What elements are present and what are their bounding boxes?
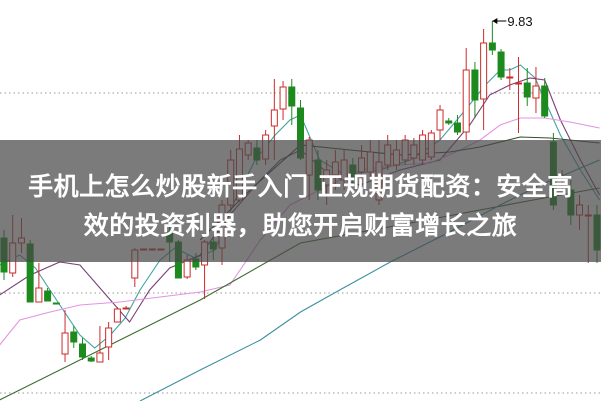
candle-body bbox=[480, 42, 488, 100]
candle bbox=[35, 263, 43, 303]
annotation-label: 9.83 bbox=[507, 14, 532, 29]
max-price-annotation: 9.83 bbox=[492, 14, 533, 29]
candle-body bbox=[270, 109, 278, 127]
candle bbox=[471, 62, 479, 118]
candle-body bbox=[436, 109, 444, 131]
candle bbox=[515, 57, 523, 133]
candle-body bbox=[497, 51, 505, 78]
candle bbox=[506, 68, 514, 90]
candle bbox=[61, 310, 69, 362]
candle-body bbox=[105, 327, 113, 348]
annotation-arrow-icon bbox=[492, 18, 498, 24]
candle-body bbox=[279, 86, 287, 110]
candle bbox=[480, 29, 488, 130]
candle bbox=[44, 288, 52, 302]
candle-body bbox=[70, 331, 78, 343]
candle bbox=[52, 302, 60, 305]
candle-body bbox=[113, 308, 121, 323]
candle bbox=[541, 78, 549, 118]
candle bbox=[436, 105, 444, 140]
candle bbox=[87, 356, 95, 362]
gridlines bbox=[0, 92, 601, 394]
candle-body bbox=[61, 332, 69, 355]
candle bbox=[462, 48, 470, 140]
candle bbox=[532, 67, 540, 113]
candle-body bbox=[471, 69, 479, 101]
candle-body bbox=[183, 259, 191, 278]
candle-body bbox=[445, 120, 453, 124]
candle bbox=[453, 115, 461, 135]
candle-body bbox=[78, 343, 86, 358]
candle bbox=[445, 118, 453, 125]
candle-body bbox=[453, 122, 461, 133]
candle-body bbox=[122, 307, 130, 310]
candle-body bbox=[44, 290, 52, 302]
candle bbox=[497, 49, 505, 80]
title-banner bbox=[0, 140, 601, 262]
candle bbox=[122, 306, 130, 310]
candle-body bbox=[523, 82, 531, 98]
candle bbox=[96, 326, 104, 363]
candle-body bbox=[87, 357, 95, 362]
candle bbox=[288, 79, 296, 125]
candle bbox=[78, 338, 86, 360]
title-line-2: 效的投资利器，助您开启财富增长之旅 bbox=[83, 211, 518, 240]
candle-body bbox=[541, 85, 549, 117]
candle-body bbox=[288, 86, 296, 107]
title-line-1: 手机上怎么炒股新手入门 正规期货配资：安全高 bbox=[28, 172, 573, 201]
candle bbox=[488, 21, 496, 55]
candle bbox=[523, 68, 531, 106]
candle bbox=[279, 81, 287, 120]
candle bbox=[113, 307, 121, 323]
candle-body bbox=[532, 85, 540, 99]
candle-body bbox=[488, 42, 496, 51]
candle bbox=[105, 322, 113, 360]
candle-body bbox=[462, 69, 470, 133]
candle-body bbox=[35, 287, 43, 303]
candle-body bbox=[515, 82, 523, 85]
candle-body bbox=[52, 302, 60, 305]
candle-body bbox=[96, 352, 104, 363]
candle-body bbox=[506, 76, 514, 79]
candle bbox=[70, 326, 78, 348]
